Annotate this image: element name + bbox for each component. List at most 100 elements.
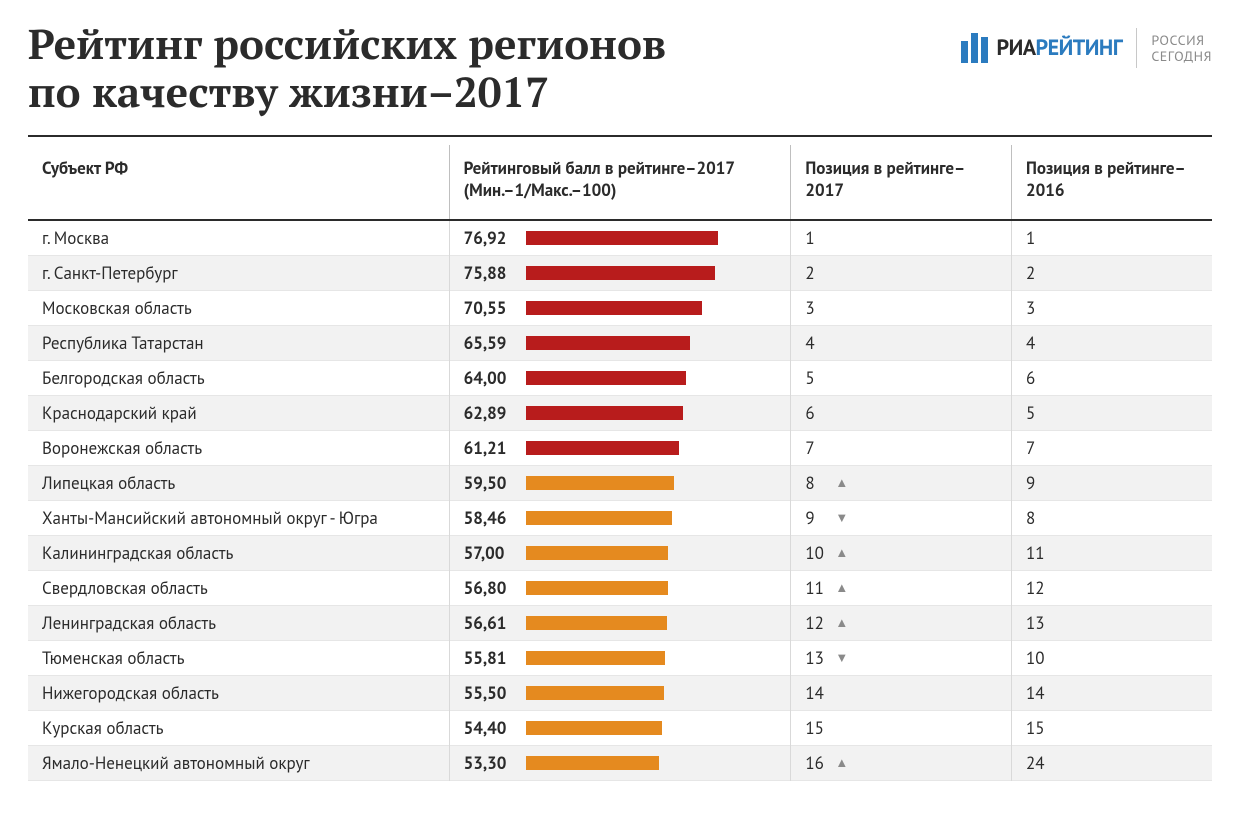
logo-divider (1136, 28, 1137, 68)
table-row: Республика Татарстан65,5944 (28, 325, 1212, 360)
pos2017-value: 3 (805, 297, 825, 319)
cell-subject: Республика Татарстан (28, 325, 449, 360)
bar-track (526, 406, 777, 420)
cell-pos2017: 6 (791, 395, 1012, 430)
table-row: Липецкая область59,508▲9 (28, 465, 1212, 500)
russia-logo-line-1: РОССИЯ (1151, 32, 1212, 48)
cell-subject: Свердловская область (28, 570, 449, 605)
score-value: 56,61 (464, 612, 516, 634)
cell-score: 57,00 (449, 535, 791, 570)
cell-pos2017: 5 (791, 360, 1012, 395)
cell-pos2016: 9 (1011, 465, 1212, 500)
cell-score: 55,50 (449, 675, 791, 710)
bar-track (526, 231, 777, 245)
bar-fill (526, 651, 666, 665)
bar-fill (526, 336, 690, 350)
score-value: 75,88 (464, 262, 516, 284)
score-value: 65,59 (464, 332, 516, 354)
table-row: г. Москва76,9211 (28, 220, 1212, 256)
cell-subject: Белгородская область (28, 360, 449, 395)
bar-fill (526, 581, 668, 595)
pos2017-value: 2 (805, 262, 825, 284)
score-value: 59,50 (464, 472, 516, 494)
bar-track (526, 301, 777, 315)
pos2017-value: 9 (805, 507, 825, 529)
col-header-score: Рейтинговый балл в рейтинге–2017 (Мин.–1… (449, 145, 791, 220)
cell-pos2016: 14 (1011, 675, 1212, 710)
ria-logo-text-2: РЕЙТИНГ (1036, 34, 1123, 62)
cell-score: 54,40 (449, 710, 791, 745)
bar-fill (526, 616, 668, 630)
pos2017-value: 1 (805, 227, 825, 249)
russia-logo-line-2: СЕГОДНЯ (1151, 48, 1212, 64)
cell-pos2017: 14 (791, 675, 1012, 710)
trend-down-icon: ▼ (835, 511, 848, 524)
cell-pos2016: 11 (1011, 535, 1212, 570)
col-header-pos2016: Позиция в рейтинге–2016 (1011, 145, 1212, 220)
pos2017-value: 7 (805, 437, 825, 459)
cell-subject: Московская область (28, 290, 449, 325)
bar-track (526, 756, 777, 770)
cell-score: 64,00 (449, 360, 791, 395)
ria-logo-text-1: РИА (996, 34, 1035, 62)
table-row: Нижегородская область55,501414 (28, 675, 1212, 710)
cell-pos2016: 15 (1011, 710, 1212, 745)
bar-fill (526, 371, 686, 385)
table-row: Ханты-Мансийский автономный округ - Югра… (28, 500, 1212, 535)
cell-pos2017: 1 (791, 220, 1012, 256)
cell-score: 76,92 (449, 220, 791, 256)
bar-fill (526, 441, 679, 455)
bar-track (526, 546, 777, 560)
cell-pos2017: 3 (791, 290, 1012, 325)
cell-score: 65,59 (449, 325, 791, 360)
cell-subject: Ленинградская область (28, 605, 449, 640)
bar-fill (526, 511, 672, 525)
ria-rating-logo: РИАРЕЙТИНГ (961, 33, 1122, 63)
cell-pos2017: 16▲ (791, 745, 1012, 780)
ranking-table: Субъект РФ Рейтинговый балл в рейтинге–2… (28, 145, 1212, 781)
cell-pos2017: 8▲ (791, 465, 1012, 500)
pos2017-value: 4 (805, 332, 825, 354)
table-row: Курская область54,401515 (28, 710, 1212, 745)
bar-fill (526, 476, 675, 490)
logo-block: РИАРЕЙТИНГ РОССИЯ СЕГОДНЯ (961, 20, 1212, 68)
bar-track (526, 266, 777, 280)
score-value: 56,80 (464, 577, 516, 599)
trend-up-icon: ▲ (835, 476, 848, 489)
score-value: 61,21 (464, 437, 516, 459)
cell-subject: Нижегородская область (28, 675, 449, 710)
cell-subject: г. Санкт-Петербург (28, 255, 449, 290)
score-value: 55,81 (464, 647, 516, 669)
cell-pos2017: 4 (791, 325, 1012, 360)
bar-fill (526, 546, 669, 560)
bar-track (526, 651, 777, 665)
bar-fill (526, 231, 718, 245)
cell-pos2017: 13▼ (791, 640, 1012, 675)
cell-pos2016: 5 (1011, 395, 1212, 430)
cell-subject: г. Москва (28, 220, 449, 256)
pos2017-value: 12 (805, 612, 825, 634)
cell-pos2016: 6 (1011, 360, 1212, 395)
score-value: 54,40 (464, 717, 516, 739)
cell-pos2017: 11 ▲ (791, 570, 1012, 605)
cell-score: 58,46 (449, 500, 791, 535)
score-value: 70,55 (464, 297, 516, 319)
table-row: Тюменская область55,8113▼10 (28, 640, 1212, 675)
pos2017-value: 16 (805, 752, 825, 774)
cell-score: 53,30 (449, 745, 791, 780)
bar-fill (526, 301, 702, 315)
bar-track (526, 581, 777, 595)
bar-track (526, 721, 777, 735)
table-row: Воронежская область61,2177 (28, 430, 1212, 465)
bar-track (526, 371, 777, 385)
pos2017-value: 13 (805, 647, 825, 669)
bar-track (526, 616, 777, 630)
bar-track (526, 511, 777, 525)
cell-pos2016: 2 (1011, 255, 1212, 290)
trend-up-icon: ▲ (835, 581, 848, 594)
cell-subject: Воронежская область (28, 430, 449, 465)
cell-score: 55,81 (449, 640, 791, 675)
bar-fill (526, 266, 716, 280)
pos2017-value: 11 (805, 577, 825, 599)
cell-pos2016: 12 (1011, 570, 1212, 605)
